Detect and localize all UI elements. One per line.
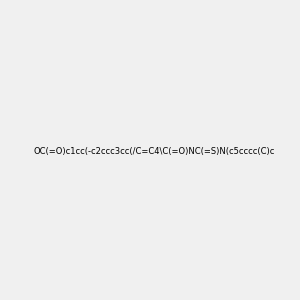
Text: OC(=O)c1cc(-c2ccc3cc(/C=C4\C(=O)NC(=S)N(c5cccc(C)c: OC(=O)c1cc(-c2ccc3cc(/C=C4\C(=O)NC(=S)N(… [33, 147, 274, 156]
